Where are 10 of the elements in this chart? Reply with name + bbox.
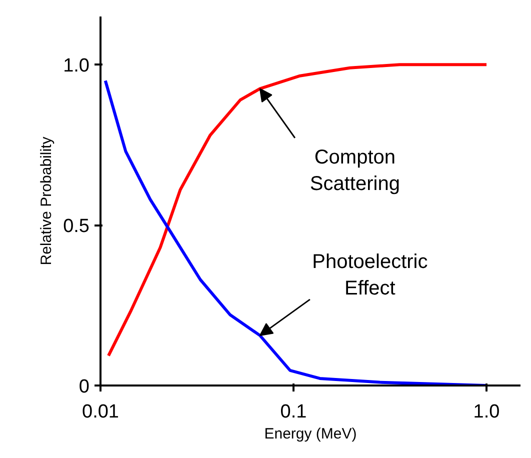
y-axis-title: Relative Probability — [38, 136, 56, 266]
y-tick-label: 0.5 — [63, 216, 90, 238]
annotation: Photoelectric Effect — [312, 251, 428, 300]
x-tick-label: 1.0 — [473, 402, 500, 422]
y-tick-label: 1.0 — [63, 56, 90, 77]
x-tick-label: 0.01 — [82, 402, 119, 422]
y-tick-label: 0 — [78, 376, 90, 398]
annotation: Compton Scattering — [310, 146, 400, 195]
x-axis-title: Energy (MeV) — [264, 426, 357, 442]
x-tick-label: 0.1 — [280, 402, 307, 422]
